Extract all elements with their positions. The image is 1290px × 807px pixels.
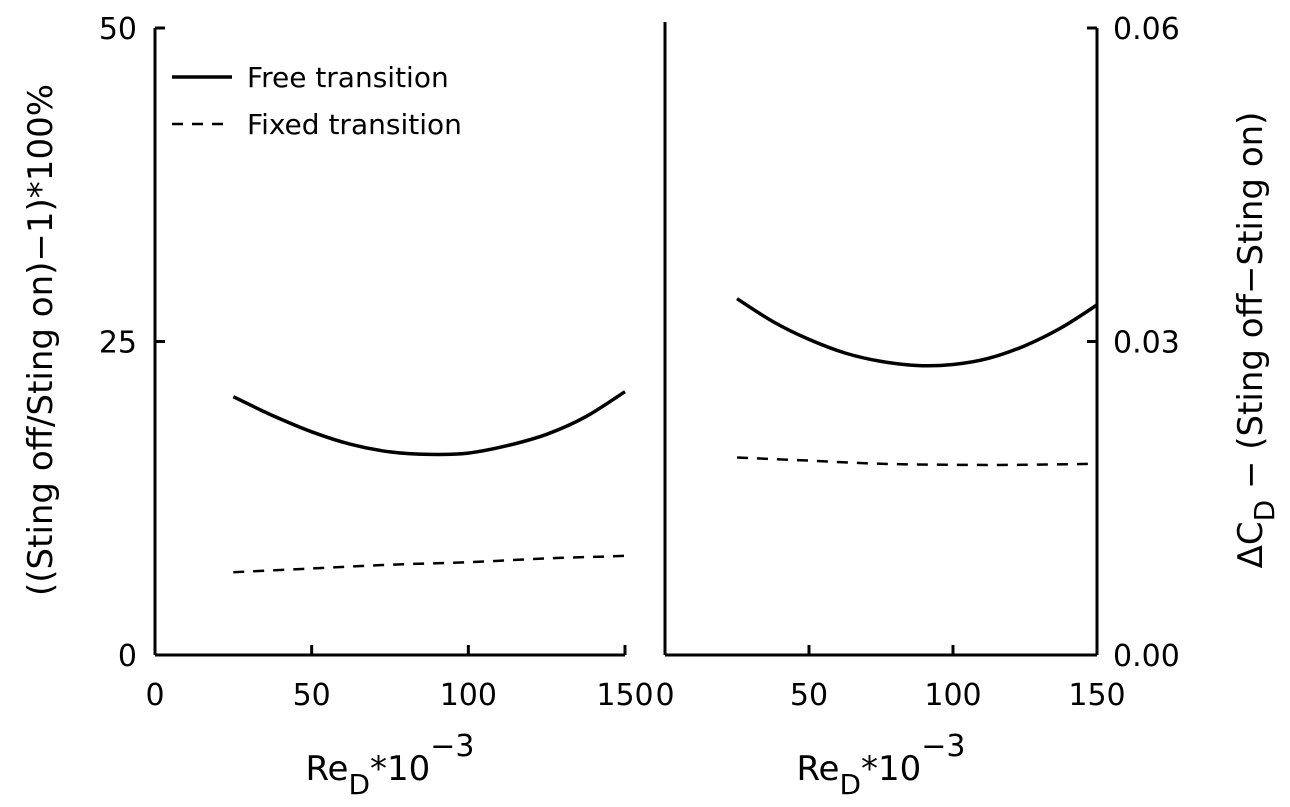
left-y-axis-title: ((Sting off/Sting on)−1)*100% <box>21 84 61 596</box>
right-x-tick-label: 0 <box>655 678 674 713</box>
right-y-tick-label: 0.03 <box>1113 326 1180 361</box>
left-x-tick-label: 150 <box>596 678 653 713</box>
left-series-free-transition-line <box>232 390 626 457</box>
right-panel: 0 50 100 150 0.00 0.03 0.06 ReD*10−3 ΔCD − (Stin… <box>655 12 1281 801</box>
left-y-tick-label: 0 <box>118 639 137 674</box>
left-x-axis-title: ReD*10−3 <box>305 729 474 801</box>
left-panel: 0 50 100 150 0 25 50 ReD*10−3 ((Sting off/Sting … <box>21 12 654 801</box>
legend: Free transition Fixed transition <box>172 61 462 141</box>
left-y-tick-label: 25 <box>99 326 137 361</box>
right-y-tick-label: 0.00 <box>1113 639 1180 674</box>
left-x-tick-label: 50 <box>293 678 331 713</box>
right-x-axis-title: ReD*10−3 <box>796 729 965 801</box>
left-x-tick-label: 0 <box>145 678 164 713</box>
left-y-tick-label: 50 <box>99 12 137 47</box>
right-x-tick-label: 100 <box>924 678 981 713</box>
right-series-fixed-transition-line <box>736 456 1098 467</box>
left-series-fixed-transition-line <box>233 554 626 574</box>
legend-fixed-transition-label: Fixed transition <box>247 108 462 141</box>
right-y-tick-label: 0.06 <box>1113 12 1180 47</box>
legend-free-transition-label: Free transition <box>247 61 449 94</box>
right-y-axis-title: ΔCD − (Sting off−Sting on) <box>1231 112 1281 569</box>
right-x-tick-label: 150 <box>1068 678 1125 713</box>
left-x-tick-label: 100 <box>440 678 497 713</box>
right-x-tick-label: 50 <box>790 678 828 713</box>
right-series-free-transition-line <box>736 297 1098 368</box>
